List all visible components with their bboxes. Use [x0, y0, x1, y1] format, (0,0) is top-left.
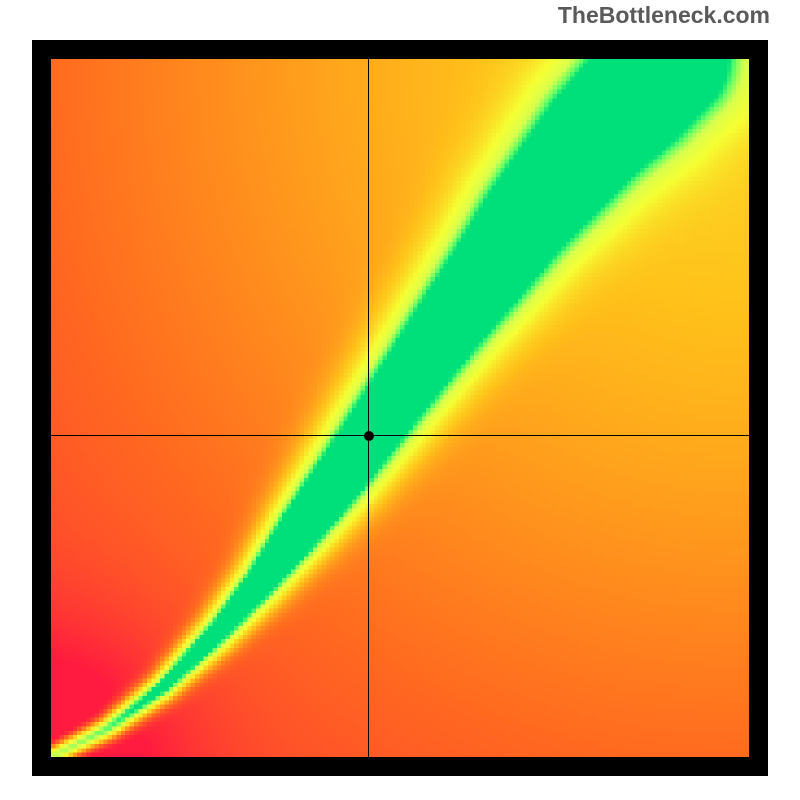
watermark-text: TheBottleneck.com	[558, 2, 770, 29]
heatmap-canvas	[51, 59, 749, 757]
crosshair-horizontal	[51, 435, 749, 436]
chart-frame	[32, 40, 768, 776]
plot-area	[51, 59, 749, 757]
crosshair-dot	[364, 431, 374, 441]
crosshair-vertical	[368, 59, 369, 757]
